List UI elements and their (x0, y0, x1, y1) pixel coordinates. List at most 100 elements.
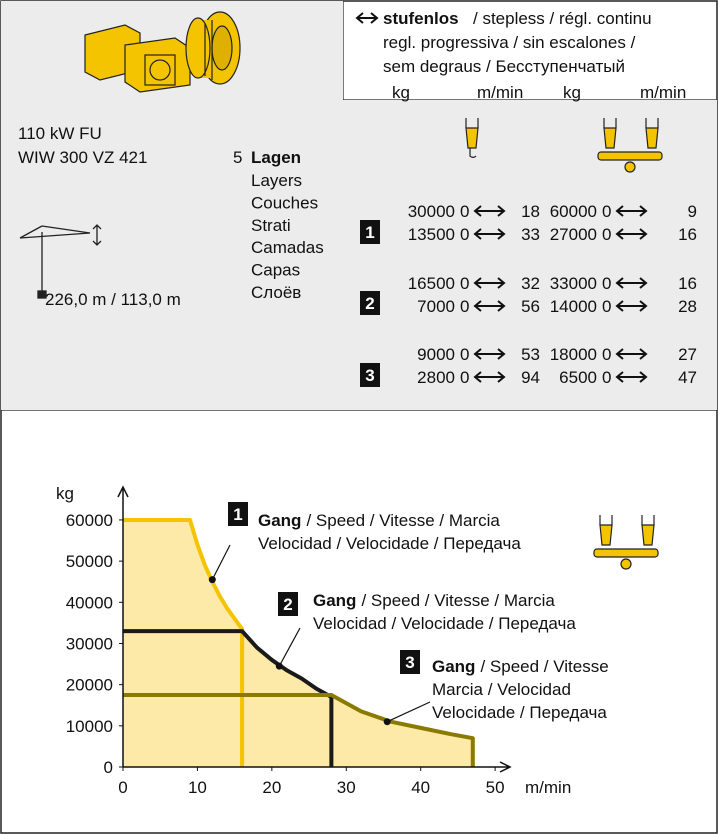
speed-to: 16 (678, 225, 697, 244)
x-tick-label: 20 (262, 778, 281, 797)
speed-to: 56 (521, 297, 540, 316)
load-kg: 2800 (417, 368, 455, 387)
speed-to: 32 (521, 274, 540, 293)
annotation-line: Velocidade / Передача (432, 703, 607, 722)
double-arrow (473, 277, 506, 289)
x-tick-label: 40 (411, 778, 430, 797)
stepless-line: / stepless / régl. continu (473, 9, 652, 28)
column-header: kg (563, 83, 581, 102)
speed-from: 0 (460, 345, 469, 364)
speed-to: 27 (678, 345, 697, 364)
load-kg: 13500 (408, 225, 455, 244)
y-tick-label: 30000 (66, 634, 113, 653)
y-tick-label: 40000 (66, 593, 113, 612)
gear-badge (228, 502, 248, 526)
spec-line: 110 kW FU (18, 124, 102, 143)
load-kg: 18000 (550, 345, 597, 364)
speed-from: 0 (602, 368, 611, 387)
speed-from: 0 (460, 297, 469, 316)
leader-line (278, 627, 301, 667)
speed-from: 0 (460, 202, 469, 221)
area-fill (123, 694, 473, 767)
layer-name: Capas (251, 261, 300, 280)
speed-from: 0 (460, 368, 469, 387)
column-header: kg (392, 83, 410, 102)
double-arrow (615, 277, 648, 289)
load-kg: 6500 (559, 368, 597, 387)
load-kg: 60000 (550, 202, 597, 221)
speed-to: 16 (678, 274, 697, 293)
layer-name: Strati (251, 216, 291, 235)
annotation-line: Marcia / Velocidad (432, 680, 571, 699)
x-axis-label: m/min (525, 778, 571, 797)
leader-line (386, 701, 431, 723)
y-tick-label: 10000 (66, 717, 113, 736)
speed-from: 0 (602, 202, 611, 221)
x-axis (123, 761, 512, 773)
annotation-text: / Speed / Vitesse / Marcia (306, 511, 500, 530)
speed-to: 33 (521, 225, 540, 244)
speed-to: 53 (521, 345, 540, 364)
annotation-point (383, 718, 391, 726)
gear-badge (360, 291, 380, 315)
annotation-line: Gang / Speed / Vitesse / Marcia (313, 591, 555, 610)
cell-bg (1, 100, 343, 410)
hook-icon (465, 118, 663, 173)
speed-to: 9 (688, 202, 697, 221)
speed-from: 0 (460, 274, 469, 293)
speed-to: 47 (678, 368, 697, 387)
layer-name: Layers (251, 171, 302, 190)
double-arrow (615, 205, 648, 217)
gear-badge (400, 650, 420, 674)
speed-to: 94 (521, 368, 540, 387)
speed-from: 0 (602, 225, 611, 244)
annotation-line: Velocidad / Velocidade / Передача (313, 614, 576, 633)
y-axis-label: kg (56, 484, 74, 503)
x-tick-label: 50 (486, 778, 505, 797)
double-arrow (473, 371, 506, 383)
gear-badge-label: 1 (365, 223, 374, 242)
double-arrow (615, 228, 648, 240)
double-arrow (473, 228, 506, 240)
x-tick-label: 30 (337, 778, 356, 797)
double-arrow (473, 300, 506, 312)
annotation-point (275, 662, 283, 670)
gear-badge-label: 2 (365, 294, 374, 313)
layers-title: Lagen (251, 148, 301, 167)
y-tick-label: 50000 (66, 552, 113, 571)
speed-from: 0 (602, 274, 611, 293)
load-kg: 7000 (417, 297, 455, 316)
spec-line: WIW 300 VZ 421 (18, 148, 147, 167)
load-kg: 9000 (417, 345, 455, 364)
gear-line (123, 692, 475, 767)
layer-name: Слоёв (251, 283, 301, 302)
annotation-line: Gang / Speed / Vitesse / Marcia (258, 511, 500, 530)
annotation-line: Gang / Speed / Vitesse (432, 657, 609, 676)
load-kg: 33000 (550, 274, 597, 293)
column-header: m/min (640, 83, 686, 102)
gear-badge-label: 1 (233, 505, 242, 524)
height: 226,0 m / 113,0 m (45, 290, 181, 309)
speed-to: 28 (678, 297, 697, 316)
gear-badge-label: 3 (365, 366, 374, 385)
stepless-line: regl. progressiva / sin escalones / (383, 33, 636, 52)
gear-badge (360, 220, 380, 244)
speed-from: 0 (460, 225, 469, 244)
annotation-text: / Speed / Vitesse (480, 657, 608, 676)
layer-name: Couches (251, 193, 318, 212)
load-kg: 16500 (408, 274, 455, 293)
double-arrow (615, 348, 648, 360)
stepless-bold: stufenlos (383, 9, 459, 28)
column-header: m/min (477, 83, 523, 102)
stepless-line: sem degraus / Бесступенчатый (383, 57, 625, 76)
hook-icon (593, 515, 659, 570)
gear-badge (360, 363, 380, 387)
gear-badge (278, 592, 298, 616)
double-arrow (615, 371, 648, 383)
gear-line (123, 517, 245, 767)
double-arrow (473, 348, 506, 360)
annotation-bold: Gang (432, 657, 475, 676)
layer-name: Camadas (251, 238, 324, 257)
